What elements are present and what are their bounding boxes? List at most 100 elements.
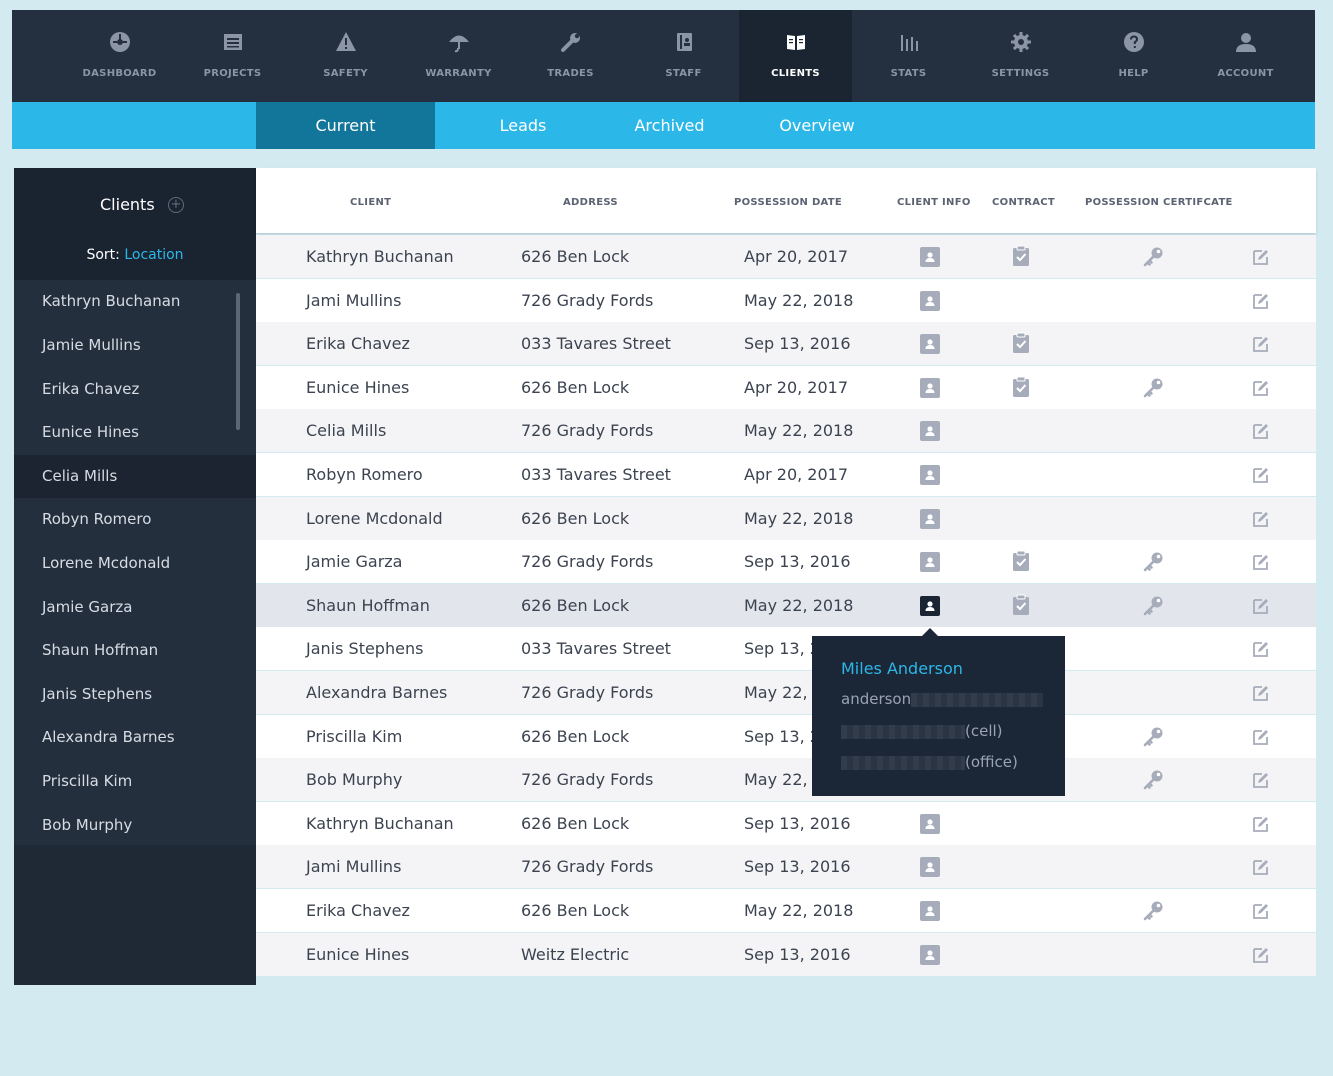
client-info-icon[interactable] [920,377,940,398]
table-row[interactable]: Eunice Hines Weitz Electric Sep 13, 2016 [256,932,1316,976]
sidebar-client-item[interactable]: Eunice Hines [42,423,139,441]
tab-current[interactable]: Current [256,102,435,149]
sidebar-client-item[interactable]: Jamie Mullins [42,336,141,354]
sidebar-client-item[interactable]: Janis Stephens [42,685,153,703]
sidebar-client-item[interactable]: Alexandra Barnes [42,728,175,746]
sidebar-client-item[interactable]: Erika Chavez [42,380,140,398]
table-row[interactable]: Erika Chavez 033 Tavares Street Sep 13, 20… [256,322,1316,366]
possession-certificate-key-icon[interactable] [1142,246,1164,268]
contract-clipboard-icon[interactable] [1011,332,1031,354]
table-row[interactable]: Alexandra Barnes 726 Grady Fords May 22, [256,671,1316,714]
client-info-icon[interactable] [920,944,940,965]
possession-certificate-key-icon[interactable] [1142,551,1164,573]
address-cell: 726 Grady Fords [521,421,654,441]
possession-date-cell: May 22, [744,770,808,790]
edit-icon[interactable] [1252,858,1270,876]
nav-settings[interactable]: SETTINGS [964,10,1077,102]
nav-safety[interactable]: SAFETY [289,10,402,102]
edit-icon[interactable] [1252,902,1270,920]
header-client[interactable]: CLIENT [350,197,392,208]
nav-projects[interactable]: PROJECTS [176,10,289,102]
table-row[interactable]: Jamie Garza 726 Grady Fords Sep 13, 2016 [256,540,1316,584]
edit-icon[interactable] [1252,335,1270,353]
contract-clipboard-icon[interactable] [1011,594,1031,616]
client-info-icon[interactable] [920,595,940,616]
contract-clipboard-icon[interactable] [1011,550,1031,572]
edit-icon[interactable] [1252,422,1270,440]
table-row[interactable]: Robyn Romero 033 Tavares Street Apr 20, 20… [256,453,1316,496]
table-row[interactable]: Lorene Mcdonald 626 Ben Lock May 22, 2018 [256,496,1316,540]
edit-icon[interactable] [1252,379,1270,397]
sidebar-client-item[interactable]: Kathryn Buchanan [42,292,181,310]
address-cell: 626 Ben Lock [521,901,630,920]
client-name-cell: Eunice Hines [306,377,410,397]
nav-warranty[interactable]: WARRANTY [402,10,515,102]
possession-certificate-key-icon[interactable] [1142,769,1164,791]
edit-icon[interactable] [1252,728,1270,746]
table-row[interactable]: Shaun Hoffman 626 Ben Lock May 22, 2018 [256,583,1316,627]
nav-clients[interactable]: CLIENTS [739,10,852,102]
client-info-icon[interactable] [920,508,940,529]
nav-help[interactable]: HELP [1077,10,1190,102]
table-row[interactable]: Kathryn Buchanan 626 Ben Lock Apr 20, 2017 [256,235,1316,278]
possession-certificate-key-icon[interactable] [1142,726,1164,748]
client-info-icon[interactable] [920,334,940,355]
client-info-icon[interactable] [920,465,940,485]
header-possession-date[interactable]: POSSESSION DATE [734,197,843,208]
client-info-icon[interactable] [920,901,940,921]
sidebar-scrollbar[interactable] [236,293,240,430]
client-info-icon[interactable] [920,421,940,442]
client-info-icon[interactable] [920,552,940,573]
table-row[interactable]: Kathryn Buchanan 626 Ben Lock Sep 13, 2016 [256,801,1316,845]
header-address[interactable]: ADDRESS [563,197,618,208]
nav-account[interactable]: ACCOUNT [1189,10,1302,102]
client-info-icon[interactable] [920,247,940,267]
edit-icon[interactable] [1252,292,1270,310]
sidebar-client-item[interactable]: Priscilla Kim [42,772,133,790]
tab-archived[interactable]: Archived [634,116,705,135]
nav-trades[interactable]: TRADES [514,10,627,102]
edit-icon[interactable] [1252,946,1270,964]
table-row[interactable]: Priscilla Kim 626 Ben Lock Sep 13, 2 [256,714,1316,758]
tab-overview[interactable]: Overview [779,116,855,135]
possession-certificate-key-icon[interactable] [1142,900,1164,922]
edit-icon[interactable] [1252,815,1270,833]
sidebar-client-item[interactable]: Robyn Romero [42,510,152,528]
client-info-icon[interactable] [920,813,940,834]
sidebar-client-item[interactable]: Lorene Mcdonald [42,554,171,572]
tooltip-email[interactable]: anderson [841,690,1044,708]
nav-stats[interactable]: STATS [852,10,965,102]
nav-staff[interactable]: STAFF [627,10,740,102]
sidebar-client-item[interactable]: Shaun Hoffman [42,641,159,659]
table-row[interactable]: Erika Chavez 626 Ben Lock May 22, 2018 [256,889,1316,932]
sidebar-client-item[interactable]: Bob Murphy [42,816,133,834]
table-row[interactable]: Janis Stephens 033 Tavares Street Sep 13, … [256,627,1316,671]
table-row[interactable]: Jami Mullins 726 Grady Fords Sep 13, 2016 [256,845,1316,889]
possession-certificate-key-icon[interactable] [1142,595,1164,617]
edit-icon[interactable] [1252,466,1270,484]
add-client-icon[interactable]: + [168,197,184,213]
edit-icon[interactable] [1252,684,1270,702]
table-row[interactable]: Bob Murphy 726 Grady Fords May 22, [256,758,1316,802]
edit-icon[interactable] [1252,640,1270,658]
edit-icon[interactable] [1252,248,1270,266]
table-row[interactable]: Eunice Hines 626 Ben Lock Apr 20, 2017 [256,365,1316,409]
tooltip-cell-phone[interactable]: (cell) [841,722,1003,740]
nav-dashboard[interactable]: DASHBOARD [63,10,176,102]
possession-certificate-key-icon[interactable] [1142,377,1164,399]
table-row[interactable]: Jami Mullins 726 Grady Fords May 22, 2018 [256,278,1316,322]
tab-leads[interactable]: Leads [499,116,547,135]
edit-icon[interactable] [1252,597,1270,615]
client-info-icon[interactable] [920,857,940,878]
edit-icon[interactable] [1252,553,1270,571]
sidebar-client-item[interactable]: Celia Mills [14,455,256,498]
client-info-icon[interactable] [920,290,940,311]
sidebar-client-item[interactable]: Jamie Garza [42,598,133,616]
contract-clipboard-icon[interactable] [1011,245,1031,267]
edit-icon[interactable] [1252,510,1270,528]
tooltip-office-phone[interactable]: (office) [841,753,1018,771]
table-row[interactable]: Celia Mills 726 Grady Fords May 22, 2018 [256,409,1316,453]
edit-icon[interactable] [1252,771,1270,789]
contract-clipboard-icon[interactable] [1011,376,1031,398]
sort-value-link[interactable]: Location [124,247,184,263]
